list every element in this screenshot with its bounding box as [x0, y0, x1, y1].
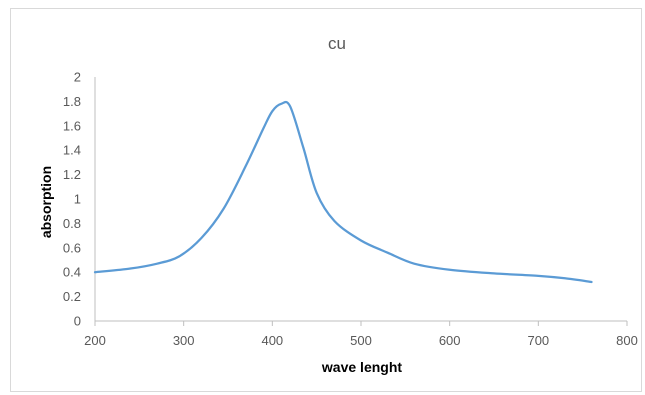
- y-tick-label: 1.2: [63, 167, 81, 182]
- y-axis-title: absorption: [38, 166, 54, 238]
- x-tick-label: 200: [84, 333, 106, 348]
- x-tick-label: 600: [439, 333, 461, 348]
- y-tick-label: 2: [74, 70, 81, 85]
- x-axis-ticks: 200 300 400 500 600 700 800: [84, 321, 638, 348]
- y-tick-label: 0.6: [63, 240, 81, 255]
- x-axis-title: wave lenght: [321, 359, 402, 375]
- x-tick-label: 800: [616, 333, 638, 348]
- chart-svg: cu 200 300 400 500 600 700 800 0 0.2 0.4 0.6 0.8 1 1…: [38, 34, 638, 375]
- y-tick-label: 1: [74, 192, 81, 207]
- y-tick-label: 0.4: [63, 265, 81, 280]
- x-tick-label: 300: [173, 333, 195, 348]
- x-tick-label: 400: [261, 333, 283, 348]
- x-tick-label: 700: [527, 333, 549, 348]
- y-tick-label: 1.6: [63, 118, 81, 133]
- y-tick-label: 0.2: [63, 289, 81, 304]
- y-tick-label: 1.4: [63, 143, 81, 158]
- y-axis-ticks: 0 0.2 0.4 0.6 0.8 1 1.2 1.4 1.6 1.8 2: [63, 70, 81, 329]
- chart-frame: cu 200 300 400 500 600 700 800 0 0.2 0.4 0.6 0.8 1 1…: [10, 8, 642, 392]
- absorption-series-line: [93, 100, 593, 284]
- x-tick-label: 500: [350, 333, 372, 348]
- y-tick-label: 0: [74, 314, 81, 329]
- y-tick-label: 0.8: [63, 216, 81, 231]
- chart-title: cu: [328, 34, 346, 53]
- y-tick-label: 1.8: [63, 94, 81, 109]
